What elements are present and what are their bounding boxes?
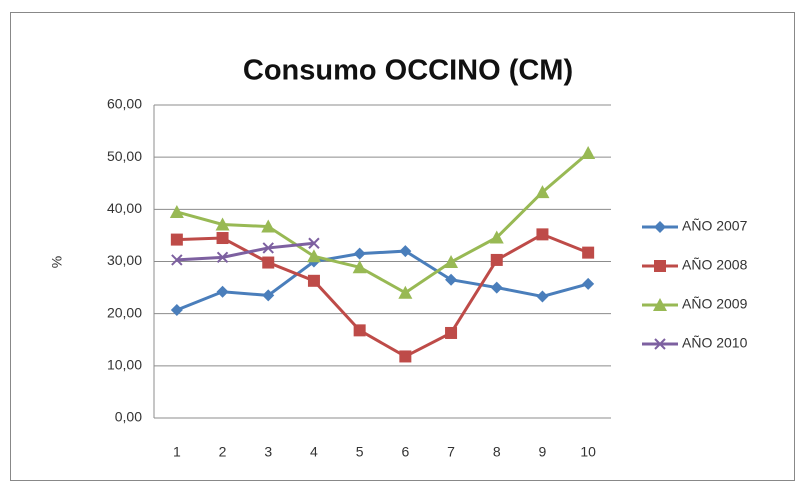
marker xyxy=(536,290,549,303)
series-line xyxy=(176,241,315,262)
x-tick-label: 1 xyxy=(173,444,181,460)
marker xyxy=(490,281,503,294)
x-tick-label: 4 xyxy=(310,444,318,460)
marker xyxy=(654,338,666,350)
marker xyxy=(306,249,321,263)
marker xyxy=(216,251,229,264)
legend-label: AÑO 2008 xyxy=(682,257,748,273)
marker xyxy=(536,228,549,241)
marker xyxy=(582,277,595,290)
y-tick-label: 30,00 xyxy=(107,252,142,268)
x-tick-label: 8 xyxy=(493,444,501,460)
marker xyxy=(171,254,183,266)
marker xyxy=(398,285,413,299)
y-tick-label: 50,00 xyxy=(107,148,142,164)
chart-frame xyxy=(10,12,795,481)
marker xyxy=(399,245,412,258)
marker xyxy=(654,260,666,272)
chart-title: Consumo OCCINO (CM) xyxy=(243,55,573,87)
marker xyxy=(581,145,596,159)
marker xyxy=(490,253,503,266)
y-tick-label: 60,00 xyxy=(107,96,142,112)
marker xyxy=(308,237,320,249)
legend-label: AÑO 2010 xyxy=(682,335,748,351)
marker xyxy=(261,219,276,233)
series-line xyxy=(176,249,589,312)
series-line xyxy=(176,151,590,295)
y-tick-label: 20,00 xyxy=(107,304,142,320)
marker xyxy=(216,232,229,245)
legend-label: AÑO 2007 xyxy=(682,218,748,234)
x-tick-label: 6 xyxy=(401,444,409,460)
y-tick-label: 0,00 xyxy=(115,409,142,425)
y-tick-label: 40,00 xyxy=(107,200,142,216)
y-axis-label: % xyxy=(49,256,65,268)
x-tick-label: 7 xyxy=(447,444,455,460)
x-tick-label: 3 xyxy=(264,444,272,460)
marker xyxy=(489,230,504,244)
marker xyxy=(399,350,412,363)
marker xyxy=(215,217,230,231)
x-tick-label: 9 xyxy=(539,444,547,460)
x-tick-label: 2 xyxy=(219,444,227,460)
series-line xyxy=(176,232,589,359)
marker xyxy=(216,285,229,298)
marker xyxy=(262,289,275,302)
marker xyxy=(352,260,367,274)
marker xyxy=(535,185,550,199)
marker xyxy=(353,324,366,337)
marker xyxy=(654,221,666,233)
marker xyxy=(582,246,595,259)
marker xyxy=(445,326,458,339)
marker xyxy=(445,273,458,286)
marker xyxy=(653,298,667,311)
legend-label: AÑO 2009 xyxy=(682,296,748,312)
marker xyxy=(169,204,184,218)
marker xyxy=(307,274,320,287)
y-tick-label: 10,00 xyxy=(107,357,142,373)
x-tick-label: 10 xyxy=(580,444,596,460)
marker xyxy=(444,255,459,269)
marker xyxy=(170,233,183,246)
marker xyxy=(170,304,183,317)
x-tick-label: 5 xyxy=(356,444,364,460)
marker xyxy=(353,247,366,260)
marker xyxy=(262,242,274,254)
marker xyxy=(262,256,275,269)
